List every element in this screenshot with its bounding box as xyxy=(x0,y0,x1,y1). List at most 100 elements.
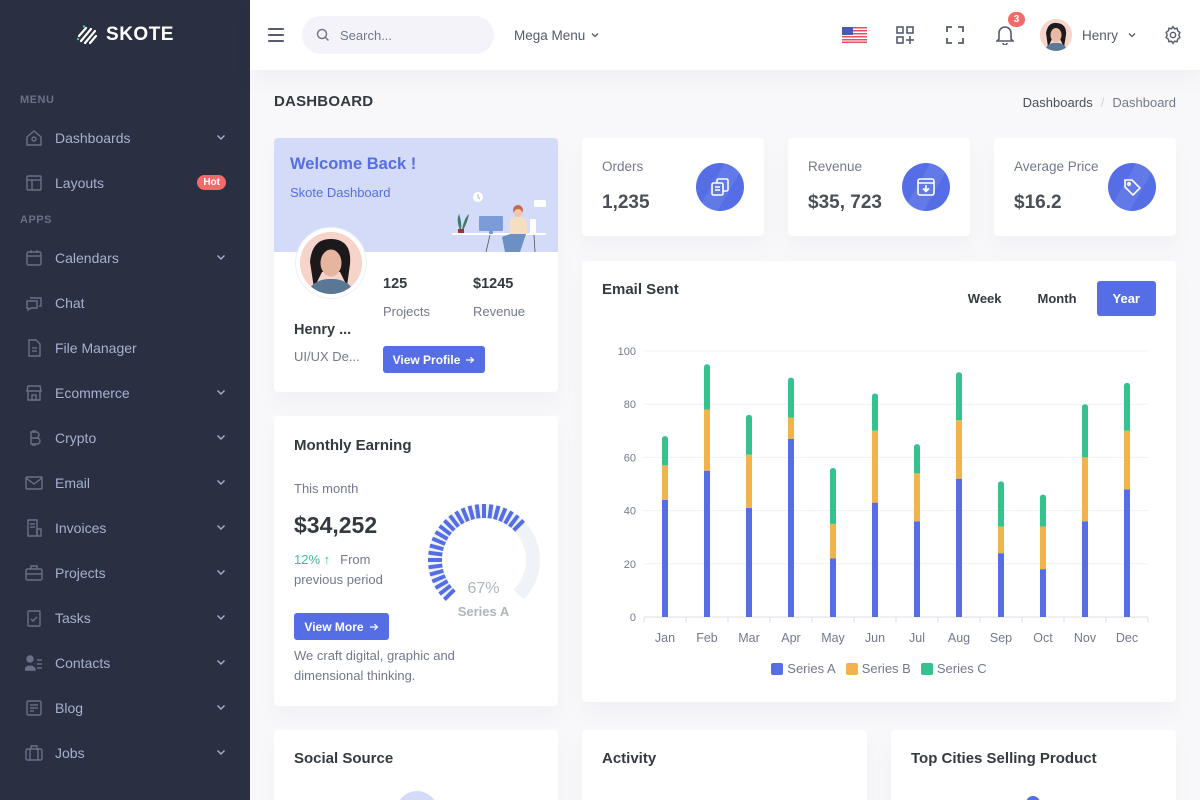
bar-segment xyxy=(830,468,836,524)
welcome-title: Welcome Back ! xyxy=(290,155,417,173)
calendar-icon xyxy=(25,249,43,267)
tab-week[interactable]: Week xyxy=(967,291,1002,306)
apps-grid-button[interactable] xyxy=(880,0,930,70)
sidebar-item-label: Email xyxy=(55,474,91,491)
tab-month[interactable]: Month xyxy=(1037,291,1077,306)
bar-segment xyxy=(914,473,920,522)
bar-segment xyxy=(746,414,752,455)
briefcase-icon xyxy=(25,564,43,582)
fullscreen-button[interactable] xyxy=(930,0,980,70)
view-more-button[interactable]: View More xyxy=(294,613,389,640)
bar-segment xyxy=(1040,494,1046,527)
sidebar: SKOTE Menu Dashboards Layouts Hot Apps C… xyxy=(0,0,250,800)
series-a-swatch xyxy=(771,662,784,675)
breadcrumb-separator: / xyxy=(1100,95,1105,110)
sidebar-item-chat[interactable]: Chat xyxy=(0,280,250,325)
chevron-down-icon xyxy=(216,253,226,263)
sidebar-item-dashboards[interactable]: Dashboards xyxy=(0,115,250,160)
sidebar-item-jobs[interactable]: Jobs xyxy=(0,730,250,775)
legend-series-c[interactable]: Series C xyxy=(920,661,987,676)
legend-series-b[interactable]: Series B xyxy=(845,661,911,676)
bar-segment xyxy=(1040,526,1046,570)
stacked-bar-chart: 0 20 40 60 80 100 Jan Feb Mar Apr May Jun Jul Aug Sep O… xyxy=(618,346,1149,645)
topbar: Mega Menu 3 Henry xyxy=(250,0,1200,70)
svg-text:Jan: Jan xyxy=(655,631,675,645)
task-icon xyxy=(25,609,43,627)
notifications-button[interactable]: 3 xyxy=(980,0,1030,70)
copy-icon xyxy=(711,178,729,196)
orders-card: Orders 1,235 xyxy=(582,138,764,236)
chevron-down-icon xyxy=(216,133,226,143)
bar-segment xyxy=(1082,404,1088,458)
sidebar-item-crypto[interactable]: Crypto xyxy=(0,415,250,460)
legend-series-a[interactable]: Series A xyxy=(771,661,836,676)
view-profile-label: View Profile xyxy=(392,352,461,367)
tab-year[interactable]: Year xyxy=(1096,281,1156,316)
chevron-down-icon xyxy=(216,433,226,443)
bar-segment xyxy=(1124,382,1130,431)
menu-title-apps: Apps xyxy=(20,214,52,226)
bar-segment xyxy=(746,507,752,617)
jobs-icon xyxy=(25,744,43,762)
location-marker-icon xyxy=(1026,796,1040,800)
sidebar-item-contacts[interactable]: Contacts xyxy=(0,640,250,685)
user-name: Henry xyxy=(1081,27,1118,43)
activity-title: Activity xyxy=(602,750,657,767)
bar-segment xyxy=(788,438,794,617)
chevron-down-icon xyxy=(1128,33,1136,38)
profile-name: Henry ... xyxy=(294,322,352,338)
sidebar-item-label: Blog xyxy=(55,699,84,716)
activity-card: Activity xyxy=(582,730,867,800)
sidebar-item-ecommerce[interactable]: Ecommerce xyxy=(0,370,250,415)
sidebar-item-projects[interactable]: Projects xyxy=(0,550,250,595)
chat-icon xyxy=(25,294,43,312)
user-menu[interactable]: Henry xyxy=(1030,19,1150,51)
svg-text:Apr: Apr xyxy=(781,631,800,645)
home-icon xyxy=(25,129,43,147)
sidebar-item-invoices[interactable]: Invoices xyxy=(0,505,250,550)
bar-segment xyxy=(998,553,1004,617)
breadcrumb-link-dashboards[interactable]: Dashboards xyxy=(1022,95,1093,110)
sidebar-item-label: Calendars xyxy=(55,249,119,266)
orders-value: 1,235 xyxy=(602,192,650,213)
language-selector[interactable] xyxy=(830,0,880,70)
bar-segment xyxy=(830,558,836,617)
bar-segment xyxy=(788,377,794,418)
search-input[interactable] xyxy=(340,27,480,43)
earning-change: 12% ↑ From previous period xyxy=(294,550,404,590)
welcome-subtitle: Skote Dashboard xyxy=(290,185,391,200)
series-c-swatch xyxy=(920,662,933,675)
sidebar-item-blog[interactable]: Blog xyxy=(0,685,250,730)
chevron-down-icon xyxy=(216,658,226,668)
menu-toggle-icon[interactable] xyxy=(268,28,284,42)
bell-icon xyxy=(995,26,1014,45)
bar-segment xyxy=(1124,489,1130,617)
svg-text:Sep: Sep xyxy=(990,631,1012,645)
settings-button[interactable] xyxy=(1150,0,1196,70)
sidebar-item-calendars[interactable]: Calendars xyxy=(0,235,250,280)
bar-segment xyxy=(1040,569,1046,617)
svg-text:Mar: Mar xyxy=(738,631,760,645)
logo[interactable]: SKOTE xyxy=(0,0,250,70)
sidebar-item-email[interactable]: Email xyxy=(0,460,250,505)
period-label: This month xyxy=(294,481,359,496)
average-price-icon-badge xyxy=(1108,163,1156,211)
mega-menu-dropdown[interactable]: Mega Menu xyxy=(514,28,599,43)
earning-amount: $34,252 xyxy=(294,512,378,538)
search-box[interactable] xyxy=(302,16,494,54)
svg-text:Nov: Nov xyxy=(1074,631,1097,645)
search-icon xyxy=(316,28,330,42)
svg-text:Aug: Aug xyxy=(948,631,970,645)
sidebar-item-tasks[interactable]: Tasks xyxy=(0,595,250,640)
view-profile-button[interactable]: View Profile xyxy=(383,346,485,373)
period-tabs: Week Month Year xyxy=(952,281,1156,316)
brand-name: SKOTE xyxy=(106,24,174,45)
social-source-card: Social Source xyxy=(274,730,558,800)
sidebar-item-file-manager[interactable]: File Manager xyxy=(0,325,250,370)
gauge-value: 67% xyxy=(467,580,500,597)
sidebar-item-layouts[interactable]: Layouts Hot xyxy=(0,160,250,205)
social-source-title: Social Source xyxy=(294,750,394,767)
change-text: From previous period xyxy=(294,552,383,587)
chevron-down-icon xyxy=(216,388,226,398)
bar-segment xyxy=(872,502,878,617)
